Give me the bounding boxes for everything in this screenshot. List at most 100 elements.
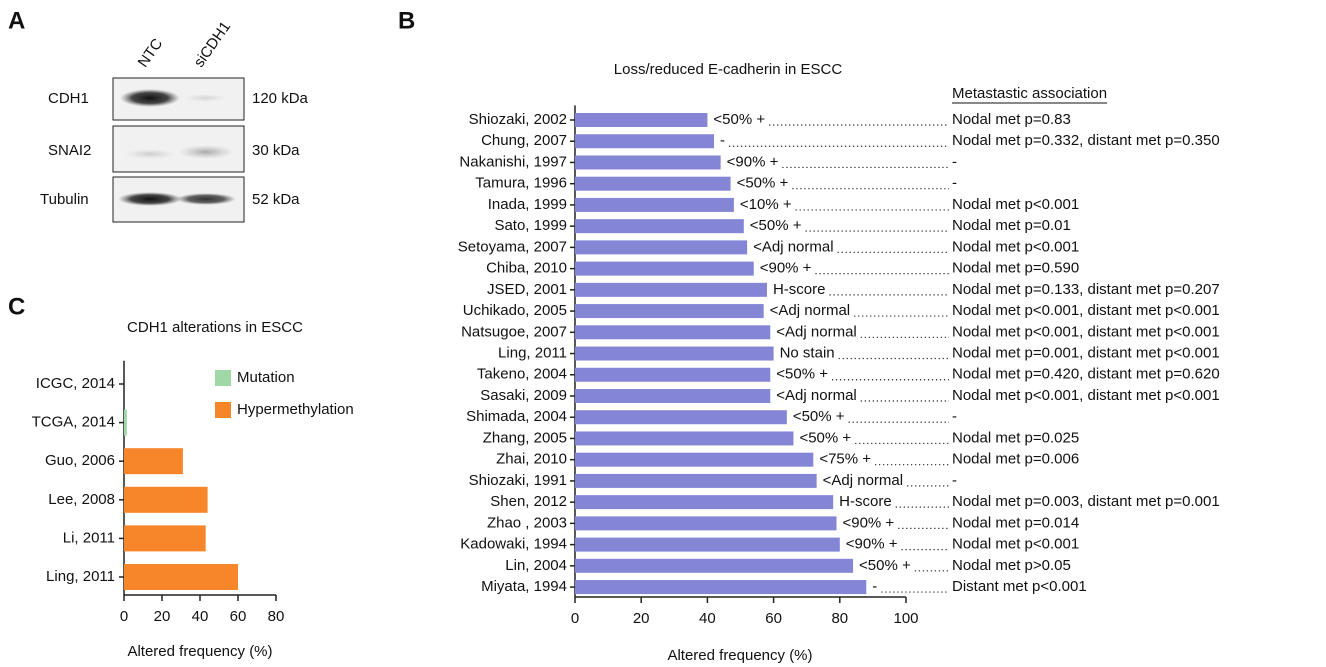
criteria-label: <50% + bbox=[859, 557, 911, 574]
y-tick-label: Setoyama, 2007 bbox=[458, 238, 567, 255]
band bbox=[176, 193, 236, 205]
y-tick-label: Sasaki, 2009 bbox=[480, 387, 567, 404]
criteria-label: No stain bbox=[780, 344, 835, 361]
criteria-label: <50% + bbox=[793, 408, 845, 425]
y-tick-label: Shimada, 2004 bbox=[466, 408, 567, 425]
criteria-label: <10% + bbox=[740, 196, 792, 213]
x-tick-label: 40 bbox=[192, 608, 209, 625]
criteria-label: <50% + bbox=[776, 366, 828, 383]
association-label: - bbox=[952, 408, 957, 425]
bar bbox=[575, 347, 774, 361]
bar bbox=[575, 559, 853, 573]
panel-label: B bbox=[398, 7, 415, 34]
bar bbox=[575, 283, 767, 297]
bar bbox=[575, 304, 764, 318]
association-label: Nodal met p=0.420, distant met p=0.620 bbox=[952, 366, 1220, 383]
criteria-label: <Adj normal bbox=[753, 238, 833, 255]
bar bbox=[124, 410, 127, 436]
criteria-label: H-score bbox=[839, 493, 892, 510]
association-label: Nodal met p=0.014 bbox=[952, 514, 1079, 531]
bar bbox=[575, 538, 840, 552]
y-tick-label: Ling, 2011 bbox=[46, 568, 115, 585]
y-tick-label: Uchikado, 2005 bbox=[463, 302, 567, 319]
protein-label: SNAI2 bbox=[48, 142, 91, 159]
x-tick-label: 80 bbox=[268, 608, 285, 625]
criteria-label: <Adj normal bbox=[823, 472, 903, 489]
bar bbox=[124, 525, 206, 551]
association-label: - bbox=[952, 153, 957, 170]
x-tick-label: 60 bbox=[765, 610, 782, 627]
y-tick-label: Sato, 1999 bbox=[494, 217, 567, 234]
x-tick-label: 100 bbox=[893, 610, 918, 627]
association-label: Nodal met p>0.05 bbox=[952, 557, 1071, 574]
y-tick-label: Tamura, 1996 bbox=[475, 175, 567, 192]
criteria-label: <90% + bbox=[727, 153, 779, 170]
x-axis-label: Altered frequency (%) bbox=[127, 643, 272, 660]
y-tick-label: Zhang, 2005 bbox=[483, 429, 567, 446]
criteria-label: H-score bbox=[773, 281, 826, 298]
criteria-label: <50% + bbox=[750, 217, 802, 234]
association-label: Nodal met p=0.003, distant met p=0.001 bbox=[952, 493, 1220, 510]
size-label: 52 kDa bbox=[252, 191, 300, 208]
y-tick-label: Chung, 2007 bbox=[481, 132, 567, 149]
bar bbox=[575, 219, 744, 233]
legend-label: Mutation bbox=[237, 369, 295, 386]
bar bbox=[575, 240, 747, 254]
x-tick-label: 0 bbox=[120, 608, 128, 625]
association-label: Nodal met p=0.590 bbox=[952, 260, 1079, 277]
association-label: Nodal met p=0.332, distant met p=0.350 bbox=[952, 132, 1220, 149]
association-label: Nodal met p<0.001 bbox=[952, 196, 1079, 213]
y-tick-label: Zhao , 2003 bbox=[487, 514, 567, 531]
y-tick-label: JSED, 2001 bbox=[487, 281, 567, 298]
bar bbox=[575, 177, 731, 191]
legend-swatch bbox=[215, 402, 231, 418]
association-label: Nodal met p<0.001 bbox=[952, 536, 1079, 553]
criteria-label: <90% + bbox=[760, 260, 812, 277]
criteria-label: - bbox=[872, 578, 877, 595]
band bbox=[178, 145, 234, 159]
criteria-label: <90% + bbox=[846, 536, 898, 553]
panel-label: C bbox=[8, 293, 25, 320]
association-label: Nodal met p<0.001, distant met p<0.001 bbox=[952, 302, 1220, 319]
y-tick-label: Inada, 1999 bbox=[488, 196, 567, 213]
y-tick-label: Shiozaki, 1991 bbox=[469, 472, 567, 489]
association-label: Distant met p<0.001 bbox=[952, 578, 1087, 595]
y-tick-label: Li, 2011 bbox=[63, 529, 115, 546]
y-tick-label: ICGC, 2014 bbox=[36, 375, 115, 392]
size-label: 30 kDa bbox=[252, 142, 300, 159]
association-label: Nodal met p=0.133, distant met p=0.207 bbox=[952, 281, 1220, 298]
bar bbox=[575, 134, 714, 148]
y-tick-label: Shiozaki, 2002 bbox=[469, 111, 567, 128]
bar bbox=[124, 448, 183, 474]
criteria-label: <Adj normal bbox=[776, 387, 856, 404]
association-label: Nodal met p=0.006 bbox=[952, 451, 1079, 468]
x-tick-label: 20 bbox=[154, 608, 171, 625]
legend-label: Hypermethylation bbox=[237, 401, 354, 418]
band bbox=[183, 94, 227, 102]
association-label: Nodal met p=0.01 bbox=[952, 217, 1071, 234]
legend-swatch bbox=[215, 370, 231, 386]
y-tick-label: Natsugoe, 2007 bbox=[461, 323, 567, 340]
x-tick-label: 0 bbox=[571, 610, 579, 627]
criteria-label: <50% + bbox=[799, 429, 851, 446]
chart-title: CDH1 alterations in ESCC bbox=[127, 319, 303, 336]
y-tick-label: Chiba, 2010 bbox=[486, 260, 567, 277]
criteria-label: <50% + bbox=[737, 175, 789, 192]
y-tick-label: Miyata, 1994 bbox=[481, 578, 567, 595]
criteria-label: <75% + bbox=[819, 451, 871, 468]
association-label: - bbox=[952, 472, 957, 489]
bar bbox=[575, 580, 866, 594]
western-blot: NTC siCDH1 CDH1 SNAI2 Tubulin 120 kDa 30… bbox=[40, 18, 309, 222]
chart-title: Loss/reduced E-cadherin in ESCC bbox=[614, 61, 843, 78]
criteria-label: - bbox=[720, 132, 725, 149]
bar bbox=[575, 474, 817, 488]
criteria-label: <Adj normal bbox=[770, 302, 850, 319]
x-tick-label: 60 bbox=[230, 608, 247, 625]
y-tick-label: Guo, 2006 bbox=[45, 452, 115, 469]
bar bbox=[575, 113, 707, 127]
bar bbox=[575, 516, 836, 530]
association-label: Nodal met p=0.001, distant met p<0.001 bbox=[952, 344, 1220, 361]
protein-label: Tubulin bbox=[40, 191, 89, 208]
association-label: Nodal met p<0.001, distant met p<0.001 bbox=[952, 323, 1220, 340]
bar bbox=[124, 564, 238, 590]
